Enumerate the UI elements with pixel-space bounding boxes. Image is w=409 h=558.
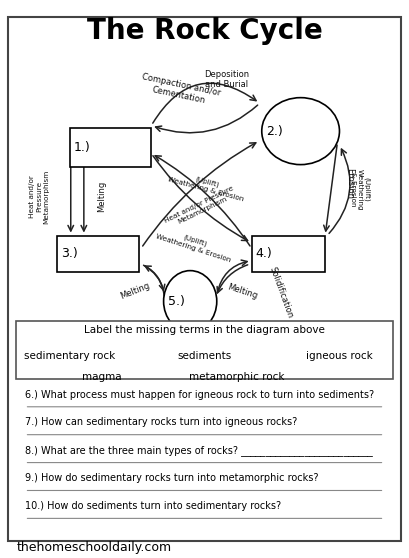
Text: (Uplift)
Weathering
& Erosion: (Uplift) Weathering & Erosion [350,169,370,210]
Text: Label the missing terms in the diagram above: Label the missing terms in the diagram a… [84,325,325,335]
Text: Melting: Melting [97,181,106,212]
Text: Deposition
and Burial: Deposition and Burial [204,70,249,89]
Text: sedimentary rock: sedimentary rock [24,351,115,361]
Text: The Rock Cycle: The Rock Cycle [87,17,322,45]
Text: 6.) What process must happen for igneous rock to turn into sediments?: 6.) What process must happen for igneous… [25,389,374,400]
Text: 4.): 4.) [256,247,272,261]
Text: 10.) How do sediments turn into sedimentary rocks?: 10.) How do sediments turn into sediment… [25,501,281,511]
Text: (Uplift)
Weathering & Erosion: (Uplift) Weathering & Erosion [167,169,246,202]
Text: 9.) How do sedimentary rocks turn into metamorphic rocks?: 9.) How do sedimentary rocks turn into m… [25,473,318,483]
Text: 8.) What are the three main types of rocks? ___________________________: 8.) What are the three main types of roc… [25,445,372,456]
Text: 7.) How can sedimentary rocks turn into igneous rocks?: 7.) How can sedimentary rocks turn into … [25,417,297,427]
FancyBboxPatch shape [57,235,139,272]
Ellipse shape [164,271,217,332]
Text: 5.): 5.) [168,295,184,308]
Text: metamorphic rock: metamorphic rock [189,372,285,382]
Text: Erosion: Erosion [345,167,354,199]
Text: 3.): 3.) [61,247,78,261]
Text: sediments: sediments [178,351,231,361]
Text: Solidification: Solidification [268,266,295,319]
Text: Melting: Melting [226,282,259,300]
Text: 2.): 2.) [266,124,283,138]
Text: Compaction and/or
Cementation: Compaction and/or Cementation [139,73,221,108]
FancyBboxPatch shape [70,128,151,167]
Text: Heat and/or
Pressure
Metamorphism: Heat and/or Pressure Metamorphism [29,169,49,224]
FancyBboxPatch shape [8,17,401,541]
Text: magma: magma [83,372,122,382]
Text: igneous rock: igneous rock [306,351,373,361]
Text: thehomeschooldaily.com: thehomeschooldaily.com [16,541,171,555]
Text: 1.): 1.) [74,141,90,155]
FancyBboxPatch shape [252,235,325,272]
FancyBboxPatch shape [16,321,393,379]
Text: (Uplift)
Weathering & Erosion: (Uplift) Weathering & Erosion [155,226,233,263]
Text: Heat and/or Pressure
Metamorphism: Heat and/or Pressure Metamorphism [163,185,238,230]
Text: Melting: Melting [119,281,151,301]
Ellipse shape [262,98,339,165]
